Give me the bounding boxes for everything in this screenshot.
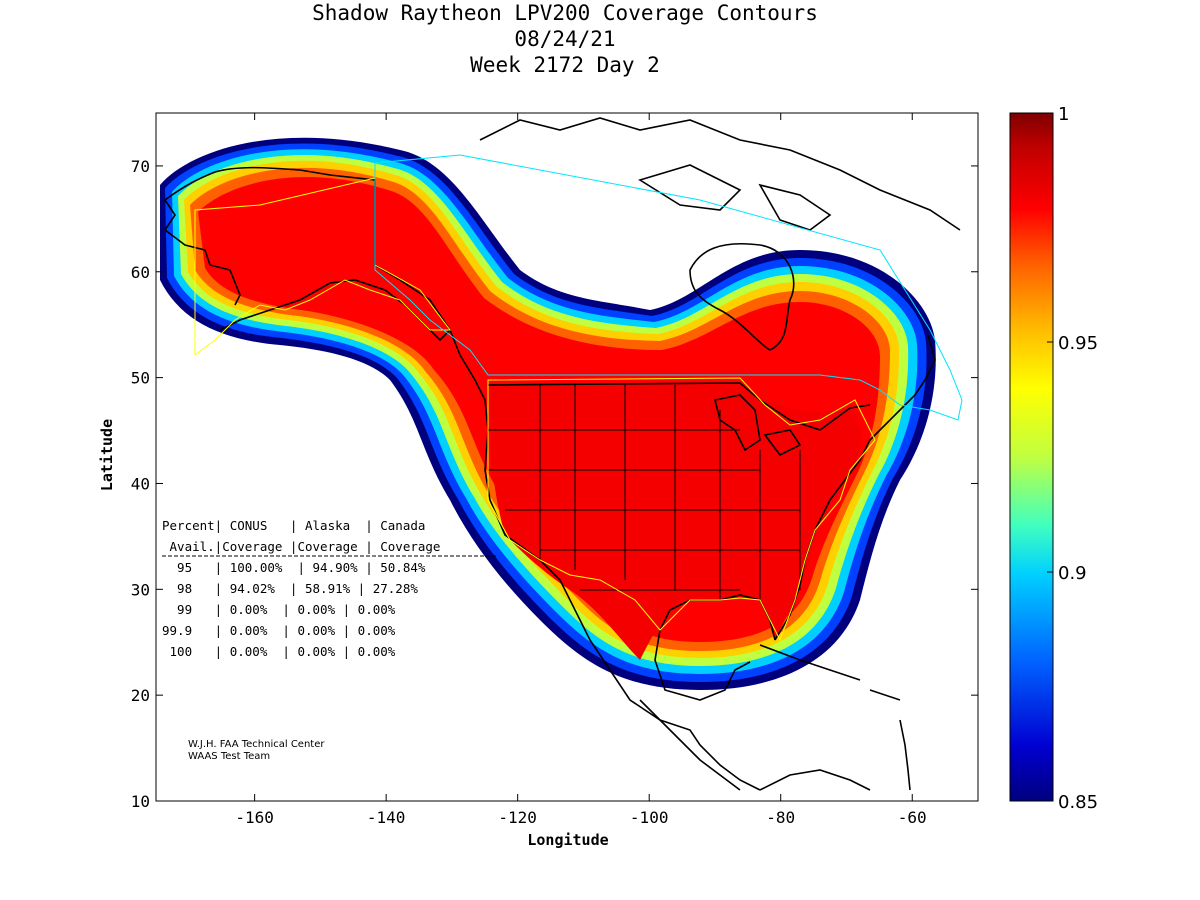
chart-title-block: Shadow Raytheon LPV200 Coverage Contours… [0, 0, 1130, 78]
arctic-islands [479, 117, 961, 231]
y-tick-label: 60 [131, 263, 150, 282]
table-header: Avail.|Coverage |Coverage | Coverage [162, 539, 440, 554]
table-row: 95 | 100.00% | 94.90% | 50.84% [162, 560, 426, 575]
table-header: Percent| CONUS | Alaska | Canada [162, 518, 425, 533]
colorbar-label: 0.9 [1058, 563, 1087, 584]
y-tick-label: 70 [131, 157, 150, 176]
alaska-coastline [163, 166, 452, 342]
y-axis: 10 20 30 40 50 60 70 [131, 157, 978, 811]
colorbar-label: 0.95 [1058, 333, 1098, 354]
y-axis-title: Latitude [98, 419, 116, 491]
chart-title: Shadow Raytheon LPV200 Coverage Contours [312, 1, 818, 25]
chart-week-day: Week 2172 Day 2 [470, 53, 660, 77]
canada-service-area [374, 154, 963, 421]
credit-line: WAAS Test Team [188, 751, 270, 762]
central-america [639, 699, 871, 791]
service-area-outlines [194, 154, 963, 642]
pacific-coastline [449, 329, 761, 791]
x-tick-label: -80 [766, 808, 795, 827]
coverage-contours [160, 137, 936, 690]
great-lakes [714, 394, 802, 457]
colorbar-label-max: 1 [1058, 104, 1069, 125]
table-row: 99.9 | 0.00% | 0.00% | 0.00% [162, 623, 396, 638]
coverage-table: Percent| CONUS | Alaska | Canada Avail.|… [162, 518, 498, 659]
x-tick-label: -60 [898, 808, 927, 827]
table-row: 98 | 94.02% | 58.91% | 27.28% [162, 581, 418, 596]
coastlines [163, 117, 961, 791]
table-row: 99 | 0.00% | 0.00% | 0.00% [162, 602, 396, 617]
state-borders [488, 385, 801, 600]
x-tick-label: -160 [235, 808, 274, 827]
chart-date: 08/24/21 [514, 27, 616, 51]
plot-frame [155, 112, 979, 802]
x-axis-title: Longitude [527, 831, 608, 849]
colorbar [1009, 112, 1054, 802]
colorbar-label-min: 0.85 [1058, 792, 1098, 813]
y-tick-label: 30 [131, 580, 150, 599]
hudson-bay-coastline [689, 242, 795, 351]
alaska-service-area [194, 177, 451, 356]
credit-line: W.J.H. FAA Technical Center [188, 739, 325, 750]
table-row: 100 | 0.00% | 0.00% | 0.00% [162, 644, 396, 659]
caribbean-islands [759, 644, 911, 791]
y-tick-label: 20 [131, 686, 150, 705]
atlantic-coastline [774, 334, 936, 641]
y-tick-label: 10 [131, 792, 150, 811]
us-canada-border [487, 382, 871, 431]
conus-service-area [487, 377, 876, 642]
y-tick-label: 40 [131, 474, 150, 493]
y-tick-label: 50 [131, 369, 150, 388]
x-tick-label: -120 [498, 808, 537, 827]
x-tick-label: -140 [367, 808, 406, 827]
x-axis: -160 -140 -120 -100 -80 -60 [235, 113, 927, 827]
x-tick-label: -100 [630, 808, 669, 827]
